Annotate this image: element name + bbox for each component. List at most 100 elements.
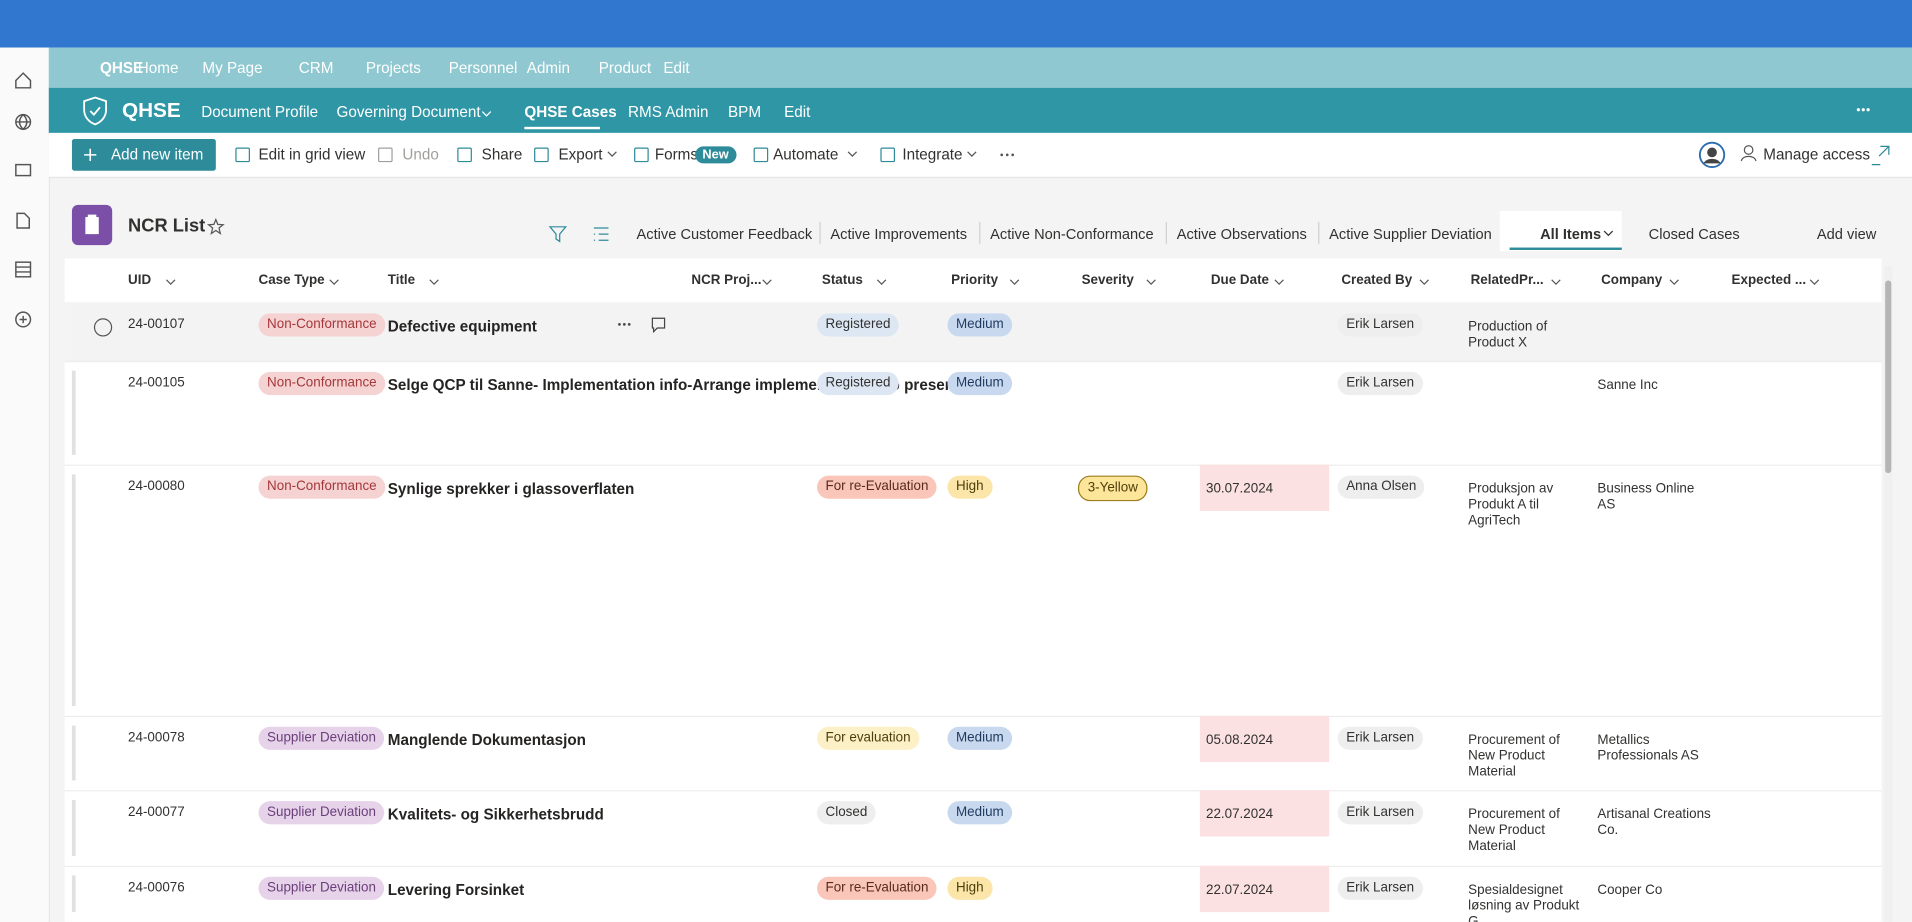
case-type: Non-Conformance [258,313,386,337]
case-type: Non-Conformance [258,475,386,499]
title[interactable]: Levering Forsinket [387,881,525,899]
due-date: 22.07.2024 [1205,807,1274,822]
status: For re-Evaluation [816,475,937,499]
uid: 24-00105 [128,375,185,391]
column-header[interactable]: NCR Proj... [691,273,762,288]
hub-link[interactable]: Edit [663,59,690,77]
list-title: NCR List [128,215,206,237]
row-checkbox[interactable] [93,318,113,337]
chevron [1603,230,1614,237]
view-tools[interactable] [548,226,611,243]
list-row[interactable]: 24-00105 Non-Conformance Selge QCP til San… [64,361,1882,466]
command[interactable]: Forms [654,146,699,164]
rail-icons[interactable] [0,48,49,414]
command[interactable]: Share [481,146,523,164]
site-link[interactable]: Document Profile [201,103,319,121]
command-icon [880,147,896,163]
favorite-star[interactable] [206,217,225,235]
title[interactable]: Selge QCP til Sanne- Implementation info… [387,376,996,394]
column-header[interactable]: Company [1601,273,1663,288]
list-glyph [85,214,99,235]
view-tab[interactable]: Active Observations [1176,225,1307,243]
view-divider [819,221,821,244]
column-header[interactable]: Title [387,273,416,288]
more-commands[interactable] [1000,152,1015,157]
hub-link[interactable]: CRM [298,59,334,77]
command[interactable]: Automate [773,146,839,164]
row-indicator [71,799,76,857]
command-icon [634,147,649,163]
hub-link[interactable]: Home [137,59,179,77]
command[interactable]: Edit in grid view [258,146,366,164]
column-header[interactable]: Case Type [258,273,325,288]
company: Artisanal Creations Co. [1597,807,1711,838]
chevron [847,151,858,157]
more-icon[interactable] [1856,107,1876,114]
column-header[interactable]: Severity [1081,273,1134,288]
due-date-cell: 22.07.2024 [1199,790,1330,837]
plus-icon [84,148,97,161]
column-header[interactable]: Status [821,273,863,288]
list-row[interactable]: 24-00077 Supplier Deviation Kvalitets- og … [64,790,1882,867]
hub-link[interactable]: QHSE [99,59,144,77]
title[interactable]: Manglende Dokumentasjon [387,731,586,749]
priority: High [947,475,993,499]
related: Procurement of New Product Material [1468,732,1560,780]
view-tab[interactable]: Closed Cases [1648,225,1740,243]
site-link[interactable]: RMS Admin [627,103,709,121]
column-header[interactable]: Priority [951,273,999,288]
hub-link[interactable]: Admin [526,59,570,77]
scrollbar[interactable] [1883,265,1893,922]
scroll-thumb[interactable] [1885,280,1892,474]
title[interactable]: Defective equipment [387,318,537,336]
view-tab[interactable]: All Items [1540,225,1602,243]
column-header[interactable]: Due Date [1210,273,1270,288]
selected-view [1499,210,1622,252]
list-icon [71,204,113,246]
site-title[interactable]: QHSE [121,98,181,122]
site-link[interactable]: QHSE Cases [524,103,617,121]
add-button[interactable]: Add new item [71,139,216,171]
row-actions[interactable] [616,316,677,334]
avatar[interactable] [1697,141,1912,168]
uid: 24-00080 [128,479,185,494]
view-tab[interactable]: Active Customer Feedback [636,225,813,243]
due-date: 30.07.2024 [1205,481,1274,497]
column-header[interactable]: Created By [1341,273,1413,288]
list-row[interactable]: 24-00076 Supplier Deviation Levering Forsi… [64,865,1882,922]
command[interactable]: Export [558,146,603,164]
chevron [1419,279,1429,285]
title[interactable]: Synlige sprekker i glassoverflaten [387,480,635,498]
list-row[interactable]: 24-00078 Supplier Deviation Manglende Doku… [64,715,1882,792]
column-header[interactable]: UID [128,273,152,288]
add-view[interactable]: Add view [1816,225,1877,243]
uid: 24-00107 [128,317,185,332]
related: Produksjon av Produkt A til AgriTech [1468,481,1554,529]
hub-link[interactable]: Projects [365,59,421,77]
hub-link[interactable]: My Page [202,59,263,77]
command[interactable]: Integrate [902,146,963,164]
site-link[interactable]: BPM [727,103,762,121]
site-link[interactable]: Governing Document [336,103,481,121]
title[interactable]: Kvalitets- og Sikkerhetsbrudd [387,806,604,824]
company: Cooper Co [1597,882,1663,898]
view-tab[interactable]: Active Non-Conformance [990,225,1154,243]
hub-link[interactable]: Personnel [448,59,518,77]
view-divider [1318,221,1320,244]
view-tab[interactable]: Active Improvements [830,225,968,243]
row-indicator [71,370,76,455]
view-tab[interactable]: Active Supplier Deviation [1329,225,1492,243]
manage-access[interactable]: Manage access [1763,146,1871,164]
list-row[interactable]: 24-00107 Non-Conformance Defective equipme… [64,302,1882,363]
status: For re-Evaluation [816,876,937,900]
chevron [1274,279,1284,285]
hub-link[interactable]: Product [598,59,652,77]
column-header[interactable]: Expected ... [1731,273,1807,288]
column-header[interactable]: RelatedPr... [1470,273,1544,288]
row-indicator [71,474,76,707]
command-bar: Add new item Manage access Edit in grid … [48,132,1912,179]
uid: 24-00076 [128,880,185,896]
list-row[interactable]: 24-00080 Non-Conformance Synlige sprekker … [64,464,1882,718]
site-link[interactable]: Edit [784,103,811,121]
